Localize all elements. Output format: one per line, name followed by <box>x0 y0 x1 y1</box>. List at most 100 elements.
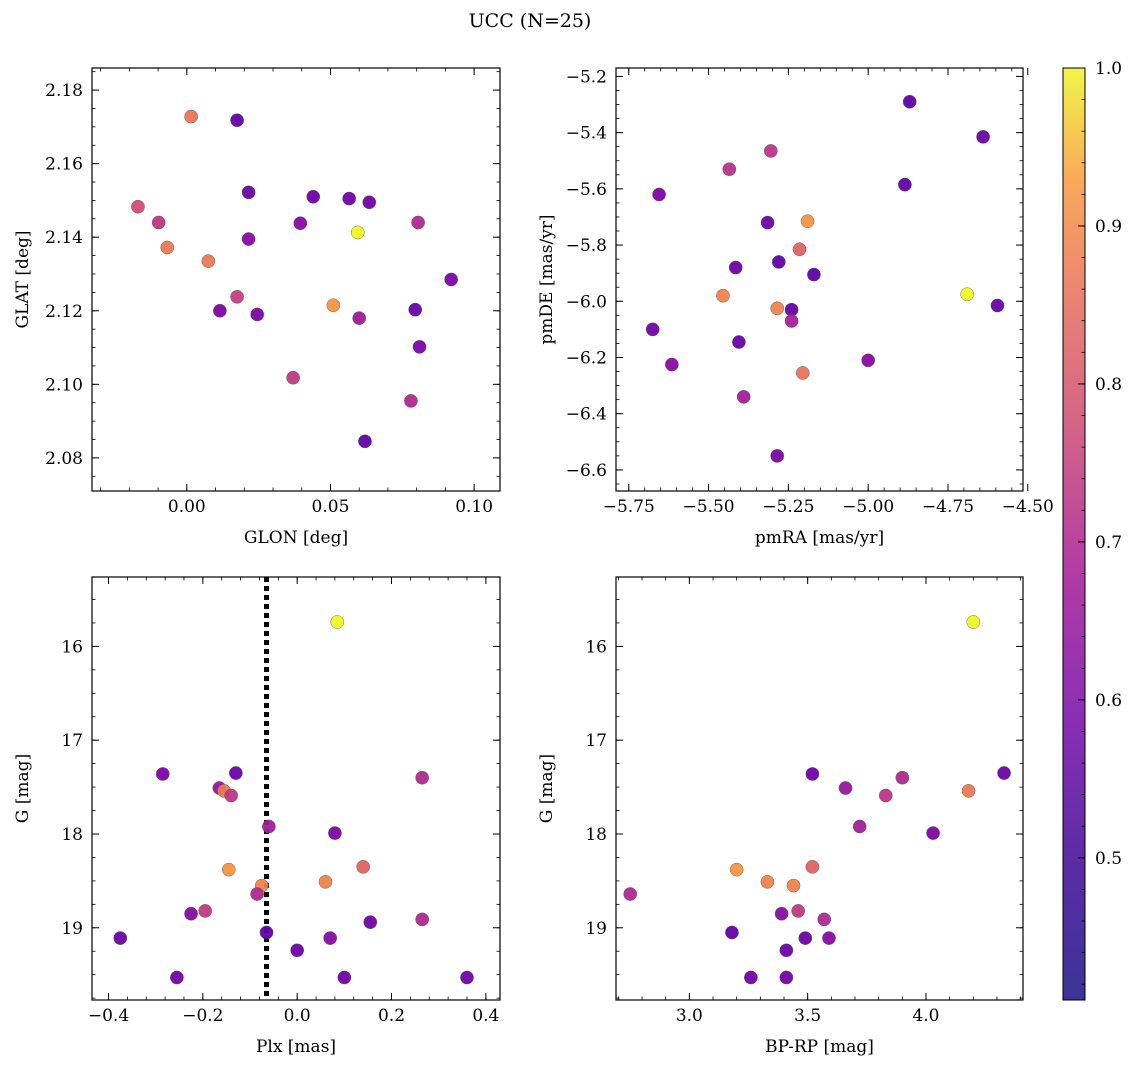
data-point <box>198 904 213 918</box>
data-point <box>151 215 166 230</box>
data-point <box>306 189 321 204</box>
data-point <box>184 906 198 921</box>
data-point <box>363 915 378 929</box>
data-point <box>323 931 337 945</box>
data-point <box>770 449 785 463</box>
data-point <box>716 288 730 303</box>
y-tick-label: −6.4 <box>566 405 607 425</box>
data-point <box>155 767 170 781</box>
x-tick-label: −5.25 <box>762 497 814 517</box>
y-tick-label: 2.16 <box>45 155 83 175</box>
x-axis-label: BP-RP [mag] <box>765 1037 874 1057</box>
y-tick-label: 17 <box>585 731 607 751</box>
x-tick-label: −5.75 <box>603 497 655 517</box>
y-tick-label: −6.0 <box>566 292 607 312</box>
data-point <box>623 887 637 901</box>
plot-frame <box>615 67 1024 492</box>
data-point <box>286 370 300 385</box>
y-tick-label: 18 <box>61 825 83 845</box>
data-point <box>224 788 238 803</box>
data-point <box>328 826 342 840</box>
colorbar-tick-label: 0.9 <box>1095 217 1122 237</box>
data-point <box>213 303 227 318</box>
y-tick-label: 16 <box>61 637 83 657</box>
data-point <box>131 199 145 214</box>
data-point <box>318 875 333 889</box>
y-axis-label: G [mag] <box>537 754 557 823</box>
plot-frame <box>91 576 501 1001</box>
data-point <box>259 925 274 940</box>
x-tick-label: 4.0 <box>912 1006 939 1026</box>
data-point <box>807 267 821 282</box>
data-point <box>221 862 236 877</box>
data-point <box>960 287 974 302</box>
y-axis-label: GLAT [deg] <box>13 230 33 328</box>
y-tick-label: 19 <box>61 919 83 939</box>
data-point <box>241 185 256 200</box>
data-point <box>764 144 778 158</box>
y-tick-label: 2.18 <box>45 81 83 101</box>
data-point <box>760 215 775 230</box>
data-point <box>356 860 371 874</box>
data-point <box>729 862 744 877</box>
data-point <box>822 931 836 945</box>
data-point <box>411 215 425 230</box>
data-point <box>358 434 372 449</box>
data-point <box>230 289 244 304</box>
data-point <box>350 225 365 240</box>
data-point <box>352 311 367 325</box>
colorbar-tick-label: 0.7 <box>1095 533 1122 553</box>
data-point <box>786 878 801 893</box>
data-point <box>732 335 746 349</box>
x-tick-label: 0.10 <box>455 497 493 517</box>
data-point <box>961 784 976 798</box>
data-point <box>362 195 377 210</box>
data-point <box>997 766 1011 780</box>
data-point <box>798 931 813 945</box>
data-point <box>652 187 666 202</box>
data-point <box>408 302 423 317</box>
panel-bprp-g: 3.0 3.5 4.0 16 17 18 19 BP-RP [mag] G [mag] <box>537 576 1024 1057</box>
plot-frame <box>91 67 501 492</box>
data-point <box>902 94 917 109</box>
x-axis-label: GLON [deg] <box>244 528 348 548</box>
data-point <box>262 819 276 834</box>
data-point <box>838 781 853 795</box>
x-tick-label: 0.0 <box>284 1006 311 1026</box>
x-tick-label: −4.75 <box>922 497 974 517</box>
data-point <box>184 109 198 124</box>
data-point <box>250 307 265 322</box>
y-axis-label: pmDE [mas/yr] <box>537 214 557 344</box>
y-tick-label: 17 <box>61 731 83 751</box>
x-tick-label: 0.4 <box>472 1006 499 1026</box>
y-tick-label: −5.6 <box>566 180 607 200</box>
x-tick-label: 0.00 <box>168 497 206 517</box>
colorbar-tick-label: 0.6 <box>1095 691 1122 711</box>
data-point <box>926 826 940 840</box>
data-point <box>800 214 815 228</box>
data-point <box>990 298 1005 313</box>
y-tick-label: −6.2 <box>566 348 607 368</box>
data-point <box>774 906 789 921</box>
data-point <box>784 314 799 328</box>
data-point <box>722 162 737 176</box>
y-tick-label: 2.10 <box>45 375 83 395</box>
data-point <box>966 615 981 629</box>
y-tick-label: 2.12 <box>45 302 83 322</box>
data-point <box>817 912 832 927</box>
data-point <box>665 357 679 372</box>
y-tick-label: 19 <box>585 919 607 939</box>
x-tick-label: −5.00 <box>842 497 894 517</box>
data-point <box>337 970 352 985</box>
data-point <box>976 130 990 144</box>
data-point <box>290 943 304 958</box>
x-tick-label: 0.2 <box>378 1006 405 1026</box>
data-point <box>744 970 758 985</box>
data-point <box>805 860 820 874</box>
data-point <box>201 254 216 268</box>
x-tick-label: 3.5 <box>794 1006 821 1026</box>
plot-frame <box>615 576 1024 1001</box>
data-point <box>415 770 429 785</box>
data-point <box>725 925 739 940</box>
data-point <box>460 970 474 985</box>
